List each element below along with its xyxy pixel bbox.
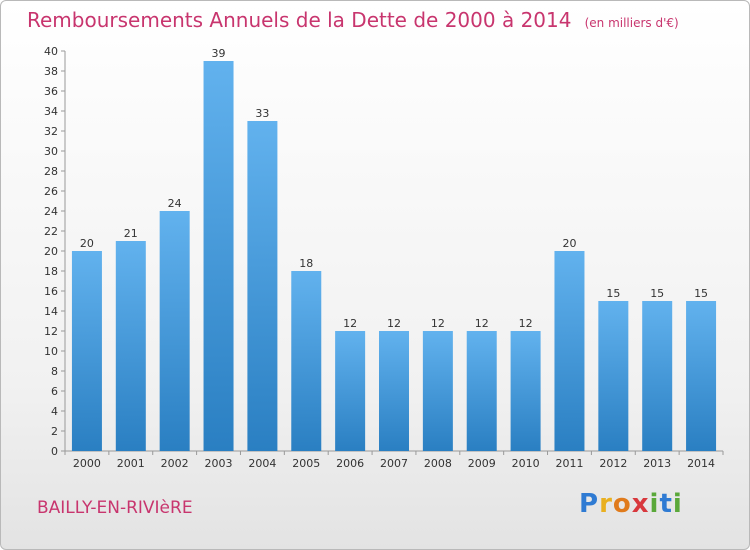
bar-2010 [510, 331, 541, 451]
x-tick-label: 2006 [336, 457, 364, 470]
bar-2005 [291, 271, 322, 451]
data-label: 15 [694, 287, 708, 300]
title-text: Remboursements Annuels de la Dette de 20… [27, 8, 572, 32]
bar-2014 [686, 301, 717, 451]
logo-letter: i [649, 489, 660, 519]
chart-title: Remboursements Annuels de la Dette de 20… [27, 8, 679, 32]
bar-2007 [379, 331, 409, 451]
data-label: 12 [387, 317, 401, 330]
proxiti-logo: Proxiti [579, 489, 683, 519]
x-tick-label: 2014 [687, 457, 715, 470]
bars [71, 61, 717, 451]
y-tick-label: 24 [44, 205, 58, 218]
x-tick-label: 2004 [248, 457, 276, 470]
data-label: 12 [519, 317, 533, 330]
data-label: 33 [255, 107, 269, 120]
y-tick-label: 10 [44, 345, 58, 358]
logo-letter: t [659, 489, 673, 519]
bar-2008 [422, 331, 453, 451]
data-label: 24 [168, 197, 182, 210]
data-label: 39 [212, 47, 226, 60]
y-tick-label: 38 [44, 65, 58, 78]
data-label: 12 [475, 317, 489, 330]
bar-2001 [115, 241, 146, 451]
y-tick-label: 28 [44, 165, 58, 178]
bar-2002 [159, 211, 190, 451]
y-tick-label: 12 [44, 325, 58, 338]
logo-letter: o [612, 489, 632, 519]
unit-label: (en milliers d'€) [584, 16, 679, 30]
logo-letter: P [579, 489, 600, 519]
x-tick-label: 2003 [205, 457, 233, 470]
y-tick-label: 40 [44, 45, 58, 58]
bar-2004 [247, 121, 278, 451]
bar-2012 [598, 301, 629, 451]
x-tick-label: 2007 [380, 457, 408, 470]
y-tick-label: 32 [44, 125, 58, 138]
bar-2000 [71, 251, 102, 451]
x-tick-label: 2009 [468, 457, 496, 470]
data-label: 18 [299, 257, 313, 270]
logo-letter: x [631, 489, 650, 519]
bar-2006 [335, 331, 366, 451]
logo-letter: i [672, 489, 683, 519]
y-tick-label: 22 [44, 225, 58, 238]
x-tick-label: 2001 [117, 457, 145, 470]
logo-letter: r [599, 489, 613, 519]
y-tick-label: 20 [44, 245, 58, 258]
y-tick-label: 0 [51, 445, 58, 458]
y-tick-label: 8 [51, 365, 58, 378]
y-tick-label: 4 [51, 405, 58, 418]
data-label: 12 [431, 317, 445, 330]
x-tick-label: 2008 [424, 457, 452, 470]
x-tick-label: 2005 [292, 457, 320, 470]
x-tick-label: 2013 [643, 457, 671, 470]
y-tick-label: 14 [44, 305, 58, 318]
data-label: 12 [343, 317, 357, 330]
data-label: 15 [606, 287, 620, 300]
y-tick-label: 26 [44, 185, 58, 198]
bar-2011 [554, 251, 585, 451]
y-tick-label: 2 [51, 425, 58, 438]
bar-2009 [466, 331, 497, 451]
commune-name: BAILLY-EN-RIVIèRE [37, 498, 193, 518]
y-tick-label: 36 [44, 85, 58, 98]
data-label: 15 [650, 287, 664, 300]
x-tick-label: 2000 [73, 457, 101, 470]
y-tick-label: 18 [44, 265, 58, 278]
x-tick-label: 2011 [555, 457, 583, 470]
y-tick-label: 16 [44, 285, 58, 298]
labels: 2000 20 2001 21 2002 24 2003 39 2004 33 2005 18 2006… [73, 47, 715, 470]
data-label: 20 [562, 237, 576, 250]
x-tick-label: 2002 [161, 457, 189, 470]
data-label: 20 [80, 237, 94, 250]
bar-2013 [642, 301, 673, 451]
y-tick-label: 6 [51, 385, 58, 398]
x-tick-label: 2010 [512, 457, 540, 470]
data-label: 21 [124, 227, 138, 240]
y-tick-label: 34 [44, 105, 58, 118]
x-tick-label: 2012 [599, 457, 627, 470]
y-tick-label: 30 [44, 145, 58, 158]
bar-2003 [203, 61, 234, 451]
